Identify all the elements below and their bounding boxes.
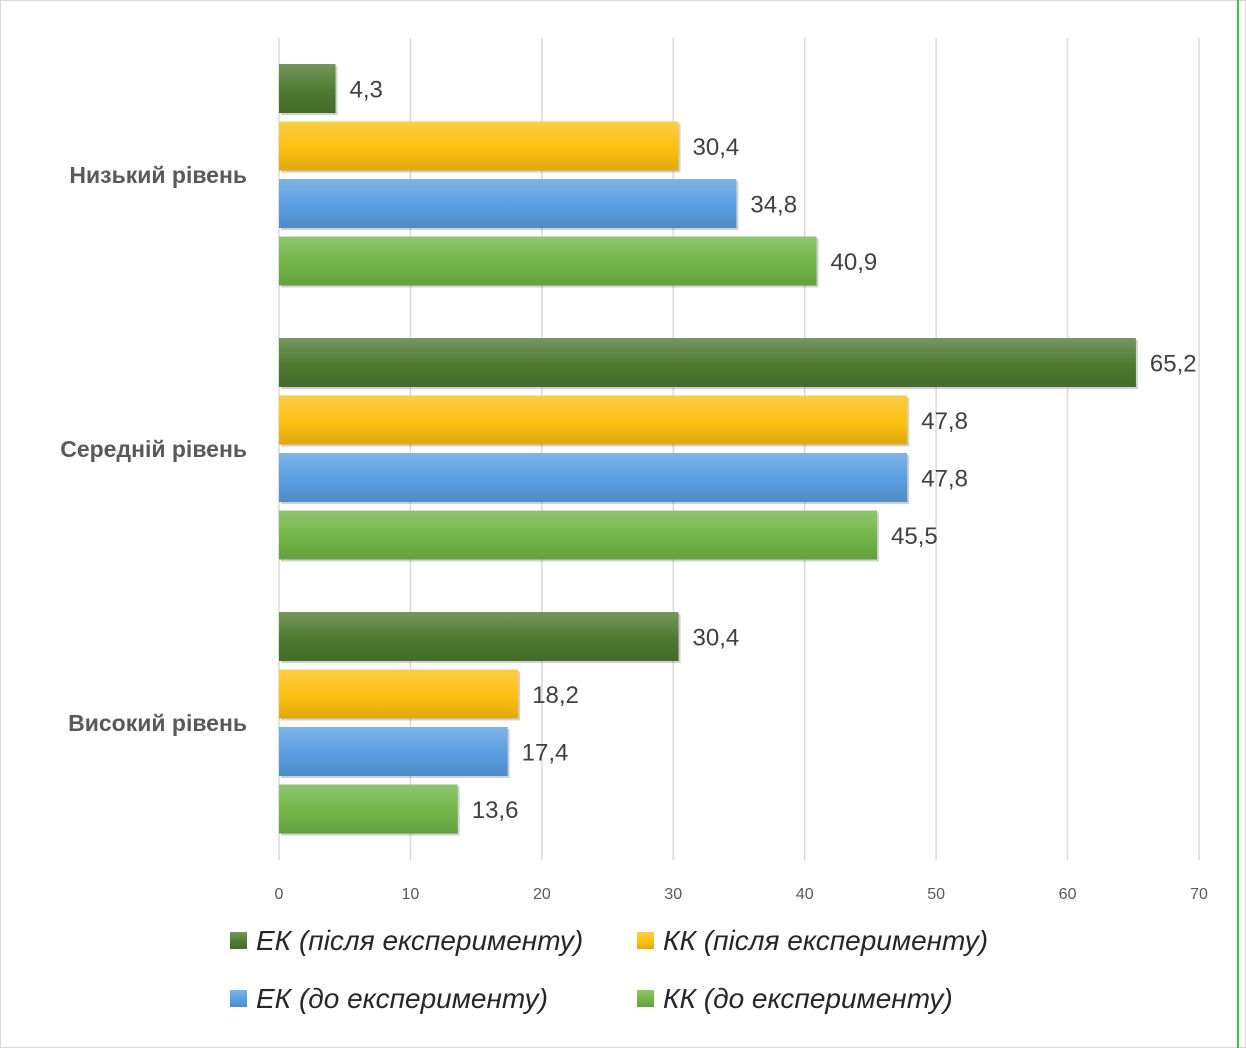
- tick-label: 70: [1190, 886, 1208, 903]
- legend-label: ЕК (після експерименту): [256, 925, 583, 956]
- data-label: 17,4: [522, 740, 569, 767]
- x-axis: 0 10 20 30 40 50 60 70: [275, 886, 1208, 903]
- bars: 4,3 30,4 34,8 40,9 65,2 47,8 47,8 45,5 30,4 18,2 1…: [279, 64, 1197, 836]
- window-edge: [1237, 0, 1239, 1048]
- data-label: 13,6: [472, 797, 519, 824]
- data-label: 18,2: [532, 682, 579, 709]
- bar: [279, 64, 336, 113]
- tick-label: 0: [275, 886, 284, 903]
- legend-label: ЕК (до експерименту): [256, 983, 548, 1014]
- category-label: Низький рівень: [69, 162, 247, 188]
- data-label: 40,9: [831, 249, 878, 276]
- bar: [279, 395, 908, 445]
- data-label: 4,3: [350, 77, 383, 104]
- bar: [279, 236, 817, 286]
- bar: [279, 121, 679, 171]
- bar: [279, 612, 679, 661]
- bar: [279, 179, 737, 228]
- data-label: 30,4: [693, 625, 740, 652]
- bar: [279, 453, 908, 502]
- data-label: 47,8: [921, 466, 968, 493]
- bar: [279, 510, 877, 560]
- legend: ЕК (після експерименту) КК (після експери…: [230, 925, 988, 1014]
- category-labels: Низький рівень Середній рівень Високий рів…: [60, 162, 247, 736]
- category-label: Середній рівень: [60, 436, 247, 462]
- data-label: 34,8: [750, 192, 797, 219]
- data-label: 47,8: [921, 408, 968, 435]
- bar: [279, 727, 508, 776]
- data-label: 30,4: [693, 134, 740, 161]
- data-label: 45,5: [891, 523, 938, 550]
- legend-swatch: [637, 990, 654, 1007]
- tick-label: 30: [664, 886, 682, 903]
- bar: [279, 784, 458, 834]
- tick-label: 40: [796, 886, 814, 903]
- bar: [279, 338, 1136, 387]
- bar: [279, 669, 519, 719]
- tick-label: 50: [927, 886, 945, 903]
- legend-swatch: [230, 990, 247, 1007]
- legend-label: КК (до експерименту): [663, 983, 953, 1014]
- category-label: Високий рівень: [68, 710, 247, 736]
- gridlines: [278, 38, 1200, 860]
- tick-label: 20: [533, 886, 551, 903]
- legend-swatch: [230, 932, 247, 949]
- tick-label: 60: [1059, 886, 1077, 903]
- tick-label: 10: [402, 886, 420, 903]
- legend-label: КК (після експерименту): [663, 925, 988, 956]
- legend-swatch: [637, 932, 654, 949]
- data-label: 65,2: [1150, 351, 1197, 378]
